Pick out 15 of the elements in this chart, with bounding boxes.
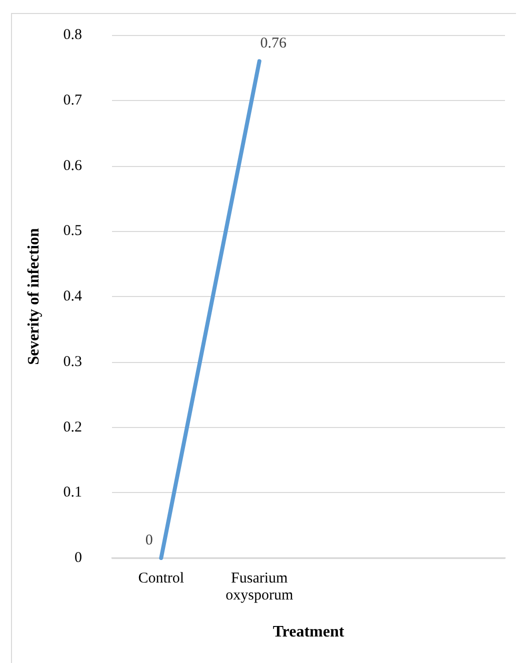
- y-tick-label: 0.8: [63, 27, 82, 43]
- y-tick-label: 0.6: [63, 158, 82, 174]
- data-label: 0: [145, 532, 153, 548]
- x-tick-label: Fusarium oxysporum: [226, 570, 294, 604]
- y-axis-title: Severity of infection: [26, 228, 42, 365]
- y-tick-label: 0.5: [63, 223, 82, 240]
- y-tick-label: 0: [74, 550, 82, 566]
- y-tick-label: 0.3: [63, 354, 82, 370]
- y-tick-label: 0.1: [63, 484, 82, 501]
- y-tick-label: 0.4: [63, 288, 82, 304]
- x-axis-title: Treatment: [272, 624, 345, 640]
- y-tick-label: 0.7: [63, 92, 82, 108]
- y-tick-label: 0.2: [63, 419, 82, 436]
- x-tick-label: Control: [138, 570, 184, 586]
- data-label: 0.76: [260, 36, 287, 52]
